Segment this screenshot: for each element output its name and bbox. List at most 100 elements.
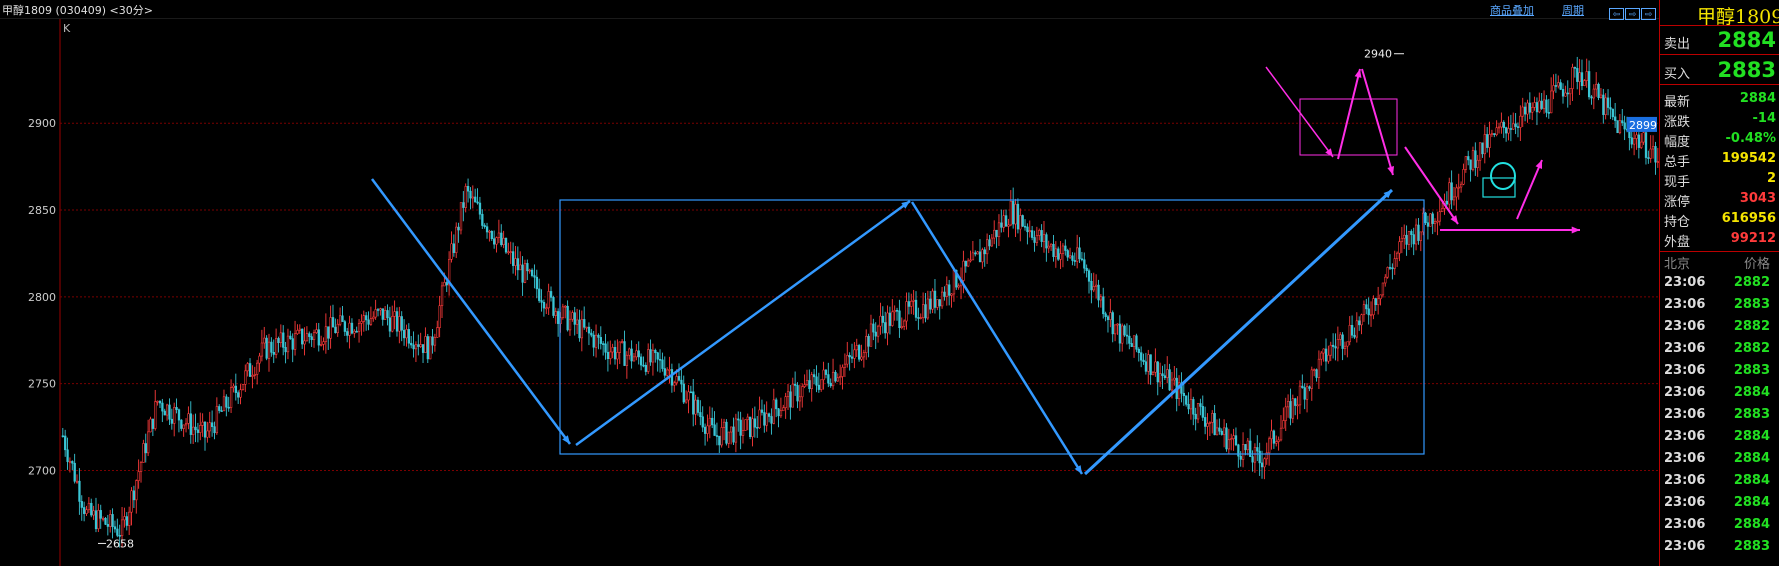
candle [388, 306, 392, 338]
candle [1023, 219, 1027, 231]
candle [1132, 335, 1136, 358]
candle [990, 233, 994, 247]
candle [931, 288, 934, 314]
candle [301, 328, 304, 349]
candle [120, 507, 124, 548]
candle [602, 341, 605, 356]
candle [1590, 95, 1593, 105]
candle [1144, 352, 1148, 375]
candlestick-chart[interactable]: K 2900 2850 2800 2750 2700 2940 2658 2899 [0, 19, 1659, 566]
candle [270, 337, 273, 357]
candle [211, 410, 214, 437]
candle [796, 382, 799, 409]
stat-label: 幅度 [1664, 135, 1691, 150]
stat-label: 现手 [1664, 175, 1691, 190]
candle [1483, 124, 1487, 164]
candle [585, 326, 588, 333]
candle [320, 335, 323, 347]
candle [642, 356, 645, 368]
candle [1215, 419, 1219, 436]
candle [682, 375, 685, 405]
candle [834, 370, 837, 383]
candle [1296, 396, 1299, 420]
candle [758, 396, 761, 429]
candle [943, 286, 946, 301]
candle [336, 319, 339, 337]
candle [1545, 95, 1548, 118]
candle [1026, 223, 1029, 245]
candle [997, 214, 1001, 247]
period-link[interactable]: 周期 [1562, 4, 1584, 17]
candle [1540, 93, 1543, 110]
candle [1279, 415, 1283, 442]
candle [692, 379, 695, 427]
candle [1516, 122, 1520, 138]
candle [812, 369, 816, 385]
candle [1571, 63, 1574, 101]
candle [391, 305, 394, 333]
candle [974, 250, 977, 257]
candle [988, 234, 991, 251]
high-price-label: 2940 [1364, 48, 1392, 61]
candle [379, 307, 382, 316]
candle [794, 371, 797, 396]
candle [924, 293, 927, 323]
candle [1528, 92, 1532, 120]
candle [462, 191, 465, 222]
candle [983, 247, 986, 267]
scroll-right-icon[interactable]: ⇨ [1625, 8, 1640, 20]
candle [903, 319, 906, 331]
candle [839, 364, 842, 386]
candle [504, 237, 508, 254]
candle [701, 406, 704, 432]
candle [1111, 310, 1114, 343]
candle [905, 292, 908, 330]
overlay-link[interactable]: 商品叠加 [1490, 4, 1534, 17]
down-trend-arrow [1265, 66, 1334, 158]
tick-row: 23:06 2882 [1660, 316, 1779, 338]
candle [521, 256, 524, 296]
candle [746, 413, 749, 431]
candle [680, 368, 683, 393]
candle [910, 293, 913, 315]
candle [651, 343, 655, 376]
candle [101, 516, 105, 522]
candle [554, 307, 557, 324]
candle [1478, 142, 1482, 171]
candle [61, 427, 65, 438]
candle [1142, 353, 1145, 365]
scroll-end-icon[interactable]: ⇨ [1641, 8, 1656, 20]
candle [914, 291, 918, 322]
stat-row: 总手 199542 [1660, 149, 1779, 170]
candle [1106, 314, 1110, 333]
stat-row: 外盘 99212 [1660, 229, 1779, 250]
candle [170, 408, 174, 430]
candle [658, 349, 662, 373]
candle [343, 319, 347, 337]
candle [1123, 324, 1126, 337]
candle [862, 349, 866, 368]
candle [457, 222, 460, 243]
candle [1173, 366, 1176, 386]
candle [1497, 122, 1501, 134]
scroll-left-icon[interactable]: ⇦ [1609, 8, 1624, 20]
candle [1602, 88, 1605, 124]
y-tick-label: 2850 [28, 204, 56, 217]
candle [756, 416, 759, 438]
candle [125, 512, 128, 531]
y-tick-label: 2800 [28, 291, 56, 304]
stat-value: 199542 [1721, 151, 1776, 166]
bid-row: 买入 2883 [1660, 56, 1779, 85]
candle [374, 299, 377, 320]
candle [244, 364, 247, 392]
candle [362, 310, 365, 332]
down-trend-arrow [370, 178, 572, 445]
candle [917, 307, 920, 330]
candle [881, 306, 885, 334]
candle [203, 421, 207, 451]
candle [753, 406, 757, 438]
candle [528, 268, 531, 274]
stat-value: 99212 [1730, 231, 1776, 246]
range-box [559, 199, 1425, 455]
candle [386, 304, 389, 326]
